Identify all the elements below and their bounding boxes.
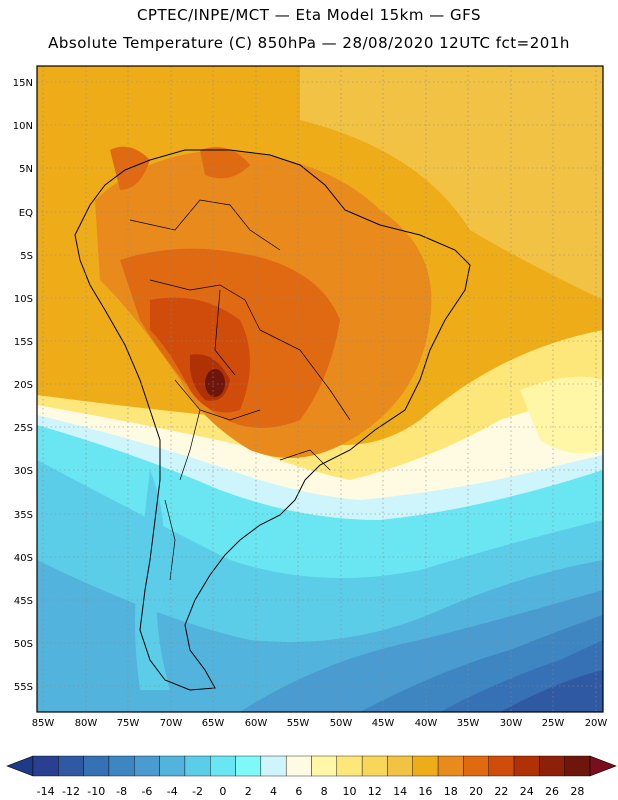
colorbar-swatch: [336, 755, 363, 777]
colorbar-swatch: [235, 755, 262, 777]
longitude-labels: 85W 80W 75W 70W 65W 60W 55W 50W 45W 40W …: [32, 718, 608, 729]
lat-label: 15N: [13, 78, 33, 89]
lat-label: 25S: [14, 423, 33, 434]
colorbar-label: 18: [444, 785, 458, 798]
colorbar-over-arrow: [589, 755, 617, 777]
colorbar-label: 22: [494, 785, 508, 798]
colorbar-swatch: [108, 755, 135, 777]
lat-label: 5N: [19, 164, 33, 175]
colorbar-label: 26: [545, 785, 559, 798]
colorbar-label: 8: [321, 785, 328, 798]
colorbar-swatch: [513, 755, 540, 777]
lon-label: 70W: [160, 718, 183, 729]
lat-label: 10S: [14, 294, 33, 305]
colorbar-swatch: [58, 755, 84, 777]
colorbar-swatch: [159, 755, 186, 777]
temperature-field: [37, 66, 603, 712]
colorbar-swatch: [361, 755, 388, 777]
latitude-labels: 15N 10N 5N EQ 5S 10S 15S 20S 25S 30S 35S…: [13, 78, 33, 693]
colorbar-swatch: [564, 755, 591, 777]
colorbar-label: 12: [368, 785, 382, 798]
colorbar-swatch: [412, 755, 439, 777]
colorbar-swatch: [437, 755, 464, 777]
colorbar-swatch: [539, 755, 565, 777]
lon-label: 45W: [372, 718, 395, 729]
lon-label: 60W: [245, 718, 268, 729]
lat-label: 45S: [14, 596, 33, 607]
lon-label: 55W: [287, 718, 310, 729]
lat-label: 20S: [14, 380, 33, 391]
colorbar-label: 4: [270, 785, 277, 798]
colorbar-swatch: [311, 755, 338, 777]
lat-label: 35S: [14, 510, 33, 521]
colorbar-swatch: [184, 755, 211, 777]
lat-label: 5S: [20, 251, 33, 262]
lon-label: 25W: [542, 718, 565, 729]
colorbar-label: 2: [245, 785, 252, 798]
title-field: Absolute Temperature (C) 850hPa — 28/08/…: [48, 34, 570, 52]
lon-label: 80W: [75, 718, 98, 729]
lat-label: 50S: [14, 639, 33, 650]
lat-label: EQ: [19, 208, 33, 219]
colorbar-label: -6: [141, 785, 152, 798]
colorbar-legend: -14 -12 -10 -8 -6 -4 -2 0 2 4 6 8 10 12 14 16 18 20 22 24 26…: [6, 755, 617, 798]
colorbar-label: 14: [393, 785, 407, 798]
lon-label: 30W: [500, 718, 523, 729]
colorbar-label: 10: [342, 785, 356, 798]
colorbar-swatch: [32, 755, 59, 777]
colorbar-swatch: [387, 755, 413, 777]
lat-label: 55S: [14, 682, 33, 693]
colorbar-label: 28: [570, 785, 584, 798]
country-borders: [129, 199, 351, 581]
lon-label: 75W: [117, 718, 140, 729]
colorbar-swatch: [134, 755, 160, 777]
lat-label: 30S: [14, 466, 33, 477]
colorbar-label: 16: [418, 785, 432, 798]
colorbar-swatch: [83, 755, 110, 777]
map-frame: [36, 65, 604, 713]
title-model: CPTEC/INPE/MCT — Eta Model 15km — GFS: [136, 6, 482, 24]
colorbar-label: -10: [87, 785, 105, 798]
colorbar-label: -8: [116, 785, 127, 798]
colorbar-label: -14: [37, 785, 55, 798]
colorbar-swatch: [260, 755, 287, 777]
lon-label: 40W: [415, 718, 438, 729]
lon-label: 35W: [457, 718, 480, 729]
lat-label: 15S: [14, 337, 33, 348]
lon-label: 65W: [202, 718, 225, 729]
colorbar-label: 0: [219, 785, 226, 798]
colorbar-label: 6: [295, 785, 302, 798]
colorbar-under-arrow: [6, 755, 34, 777]
colorbar-swatch: [488, 755, 515, 777]
colorbar-swatch: [210, 755, 236, 777]
colorbar-swatch: [285, 755, 312, 777]
lon-label: 20W: [585, 718, 608, 729]
colorbar-label: 20: [469, 785, 483, 798]
lat-label: 10N: [13, 121, 33, 132]
lat-label: 40S: [14, 553, 33, 564]
colorbar-swatch: [463, 755, 489, 777]
lon-label: 50W: [330, 718, 353, 729]
colorbar-label: -2: [192, 785, 203, 798]
lon-label: 85W: [32, 718, 55, 729]
colorbar-label: -4: [167, 785, 178, 798]
colorbar-label: 24: [520, 785, 534, 798]
colorbar-label: -12: [62, 785, 80, 798]
coastline-south-america: [74, 149, 471, 691]
